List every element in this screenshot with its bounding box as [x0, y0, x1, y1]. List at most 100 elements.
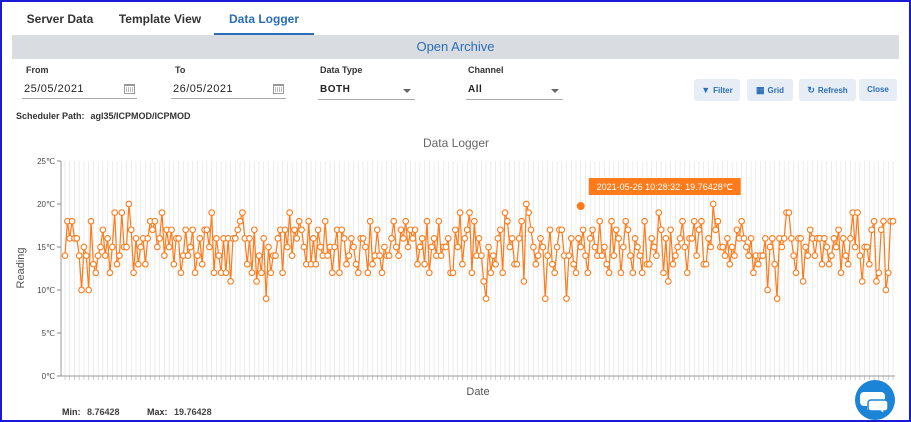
data-point[interactable] — [612, 226, 620, 234]
data-point[interactable] — [68, 217, 76, 225]
data-point[interactable] — [515, 235, 523, 242]
data-point[interactable] — [231, 235, 239, 242]
data-point[interactable] — [709, 200, 717, 208]
data-point[interactable] — [73, 235, 81, 242]
data-point[interactable] — [839, 235, 847, 242]
data-point[interactable] — [496, 226, 504, 234]
data-point[interactable] — [828, 252, 835, 259]
data-point[interactable] — [404, 243, 412, 251]
data-point[interactable] — [362, 243, 369, 251]
data-point[interactable] — [882, 286, 890, 294]
data-point[interactable] — [877, 226, 885, 234]
data-point[interactable] — [210, 269, 218, 277]
data-point[interactable] — [310, 235, 317, 242]
data-point[interactable] — [584, 269, 592, 277]
data-point[interactable] — [868, 226, 876, 234]
data-point[interactable] — [764, 286, 771, 294]
data-point[interactable] — [258, 269, 265, 277]
data-point[interactable] — [773, 295, 781, 302]
data-point[interactable] — [347, 235, 355, 242]
data-point[interactable] — [851, 243, 859, 251]
data-point[interactable] — [92, 269, 100, 277]
data-point[interactable] — [395, 252, 402, 259]
data-point[interactable] — [615, 235, 622, 242]
data-point[interactable] — [381, 243, 388, 251]
tab-server-data[interactable]: Server Data — [26, 12, 94, 26]
data-point[interactable] — [137, 243, 145, 251]
data-point[interactable] — [222, 269, 230, 277]
data-point[interactable] — [435, 217, 443, 225]
data-point[interactable] — [378, 269, 386, 277]
data-point[interactable] — [603, 260, 611, 268]
data-point[interactable] — [551, 269, 559, 277]
data-point[interactable] — [854, 209, 861, 216]
data-point[interactable] — [780, 235, 788, 242]
data-point[interactable] — [336, 269, 343, 277]
data-point[interactable] — [624, 226, 632, 234]
data-point[interactable] — [399, 235, 407, 242]
data-point[interactable] — [631, 235, 639, 242]
data-point[interactable] — [492, 260, 499, 268]
close-button[interactable]: Close — [859, 79, 897, 101]
data-point[interactable] — [683, 269, 691, 277]
data-point[interactable] — [482, 295, 490, 302]
data-point[interactable] — [719, 243, 727, 251]
data-point[interactable] — [619, 243, 627, 251]
tab-data-logger[interactable]: Data Logger — [214, 2, 314, 35]
data-point[interactable] — [601, 243, 608, 251]
data-point[interactable] — [286, 209, 294, 216]
data-point[interactable] — [811, 252, 819, 259]
data-point[interactable] — [504, 217, 511, 225]
data-point[interactable] — [151, 217, 159, 225]
data-point[interactable] — [858, 278, 866, 285]
data-point[interactable] — [674, 243, 682, 251]
data-point[interactable] — [506, 243, 514, 251]
data-point[interactable] — [156, 235, 163, 242]
data-point[interactable] — [227, 278, 234, 285]
data-point[interactable] — [101, 252, 109, 259]
data-point[interactable] — [260, 235, 268, 242]
data-point[interactable] — [884, 269, 892, 277]
grid-button[interactable]: ▦ Grid — [747, 79, 793, 101]
data-point[interactable] — [617, 269, 625, 277]
data-point[interactable] — [236, 217, 244, 225]
data-point[interactable] — [390, 217, 398, 225]
data-point[interactable] — [82, 252, 90, 259]
refresh-button[interactable]: ↻ Refresh — [799, 79, 856, 101]
data-point[interactable] — [638, 269, 646, 277]
data-point[interactable] — [825, 260, 833, 268]
data-point[interactable] — [589, 226, 596, 234]
data-point[interactable] — [847, 235, 854, 242]
data-point[interactable] — [340, 235, 348, 242]
data-point[interactable] — [97, 243, 104, 251]
data-point[interactable] — [804, 252, 812, 259]
data-point[interactable] — [870, 217, 878, 225]
data-point[interactable] — [108, 243, 116, 251]
data-point[interactable] — [80, 243, 88, 251]
data-point[interactable] — [712, 226, 719, 234]
data-point[interactable] — [118, 209, 126, 216]
data-point[interactable] — [570, 260, 577, 268]
data-point[interactable] — [565, 252, 573, 259]
data-point[interactable] — [272, 252, 279, 259]
data-point[interactable] — [873, 278, 880, 285]
data-point[interactable] — [544, 252, 551, 259]
data-point[interactable] — [541, 295, 549, 302]
data-point[interactable] — [738, 217, 745, 225]
data-point[interactable] — [442, 243, 450, 251]
data-point[interactable] — [823, 243, 831, 251]
data-point[interactable] — [416, 243, 424, 251]
data-point[interactable] — [605, 269, 613, 277]
data-point[interactable] — [451, 226, 459, 234]
data-point[interactable] — [790, 252, 797, 259]
data-point[interactable] — [707, 243, 715, 251]
data-point[interactable] — [274, 235, 282, 242]
data-point[interactable] — [130, 269, 137, 277]
data-point[interactable] — [385, 252, 393, 259]
data-point[interactable] — [664, 278, 672, 285]
data-point[interactable] — [127, 226, 135, 234]
to-date-field[interactable]: 26/05/2021 — [171, 80, 286, 99]
data-point[interactable] — [582, 252, 589, 259]
data-point[interactable] — [463, 226, 471, 234]
data-point[interactable] — [513, 260, 521, 268]
